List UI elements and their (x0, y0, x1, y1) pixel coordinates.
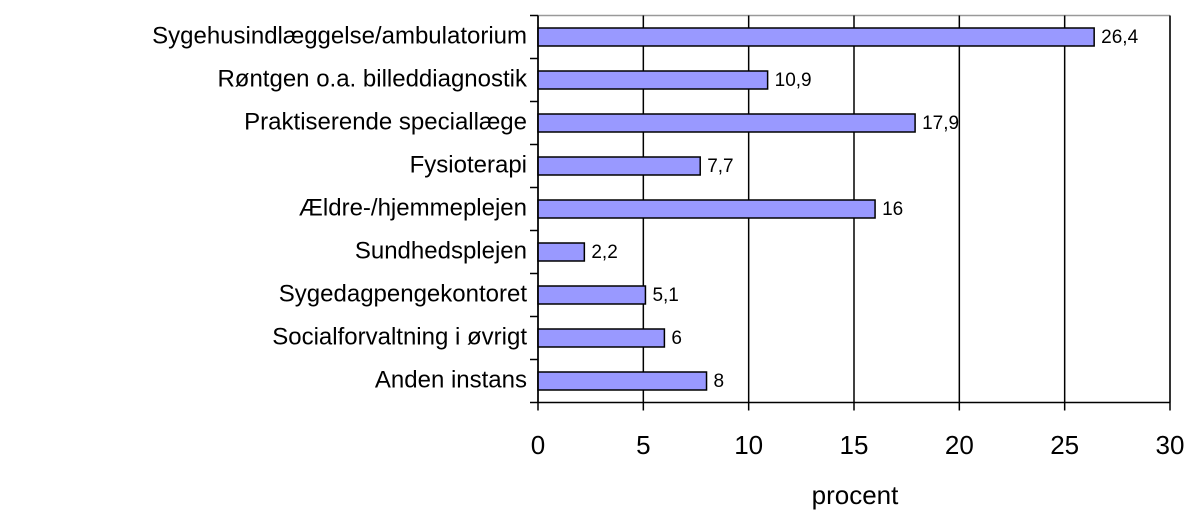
data-label: 7,7 (707, 156, 733, 177)
bar (537, 285, 647, 305)
x-tick-label: 25 (1050, 430, 1079, 460)
bar (537, 242, 586, 262)
x-tick-label: 15 (840, 430, 869, 460)
y-tick-label: Socialforvaltning i øvrigt (272, 323, 527, 350)
bar (537, 328, 666, 348)
y-tick-label: Fysioterapi (410, 151, 527, 178)
y-tick-label: Røntgen o.a. billeddiagnostik (217, 65, 528, 92)
bar (537, 371, 708, 391)
y-tick-label: Sygehusindlæggelse/ambulatorium (152, 22, 527, 49)
y-tick-label: Praktiserende speciallæge (244, 108, 527, 135)
bar (537, 199, 876, 219)
data-label: 8 (714, 371, 725, 392)
data-label: 17,9 (922, 113, 959, 134)
data-label: 2,2 (591, 242, 617, 263)
data-label: 16 (882, 199, 903, 220)
x-tick-label: 30 (1156, 430, 1185, 460)
bar (537, 70, 769, 90)
bar (537, 156, 701, 176)
x-tick-label: 0 (531, 430, 545, 460)
y-tick-label: Sygedagpengekontoret (279, 280, 528, 307)
data-label: 10,9 (775, 70, 812, 91)
y-tick-label: Ældre-/hjemmeplejen (299, 194, 527, 221)
x-axis-label: procent (812, 480, 899, 510)
data-label: 5,1 (652, 285, 678, 306)
y-tick-label: Anden instans (375, 366, 527, 393)
bar (537, 113, 916, 133)
y-tick-label: Sundhedsplejen (355, 237, 527, 264)
data-label: 6 (671, 328, 682, 349)
data-label: 26,4 (1101, 27, 1138, 48)
x-tick-label: 10 (734, 430, 763, 460)
x-tick-label: 5 (636, 430, 650, 460)
bar (537, 27, 1095, 47)
x-tick-label: 20 (945, 430, 974, 460)
